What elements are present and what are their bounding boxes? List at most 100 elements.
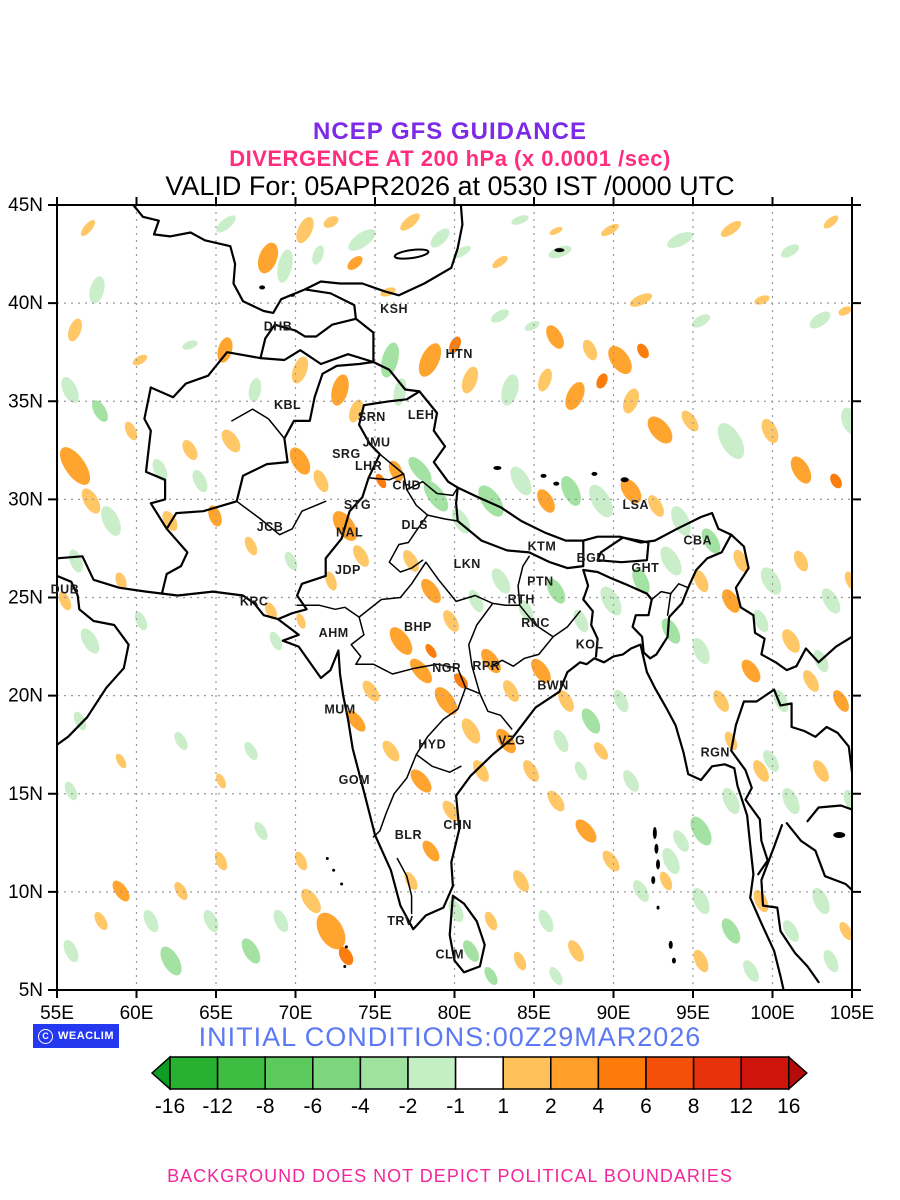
lake-outline [393,248,430,260]
station-label: SRG [332,447,361,461]
divergence-shade-blob [602,850,620,872]
divergence-shade-blob [760,567,782,595]
divergence-shade-blob [833,690,849,712]
boundaries-disclaimer: BACKGROUND DOES NOT DEPICT POLITICAL BOU… [167,1166,733,1186]
divergence-shade-blob [753,889,769,913]
colorbar-tick-label: -8 [256,1095,275,1118]
divergence-shade-blob [73,711,87,731]
lake-mark [620,477,629,483]
divergence-shade-blob [491,568,511,594]
divergence-shade-blob [511,215,529,225]
lon-axis-label: 80E [438,1003,472,1024]
divergence-shade-blob [101,506,121,536]
axis-labels-layer: 55E 60E 65E 70E 75E 80E 85E 90E 95E 100E 105E 5N 10N… [8,195,874,1024]
divergence-shade-blob [115,753,127,769]
country-boundary [448,894,486,974]
lon-axis-label: 100E [750,1003,794,1024]
weaclim-logo: C WEACLIM [33,1024,119,1048]
divergence-shade-blob [632,567,650,595]
station-label: RPR [472,659,500,673]
divergence-shade-blob [418,343,442,377]
colorbar-segment [502,1056,552,1090]
state-boundary [358,561,521,618]
divergence-shade-blob [124,421,138,441]
divergence-shade-blob [68,318,82,342]
lon-axis-label: 85E [517,1003,551,1024]
divergence-shade-blob [510,466,532,496]
divergence-shade-blob [538,909,554,933]
island-mark [340,882,344,886]
divergence-shade-blob [549,226,563,236]
state-boundary [415,753,462,773]
country-boundary [730,688,776,876]
colorbar-segment [216,1056,266,1090]
lake-mark [289,293,295,297]
station-label: BHP [404,620,432,634]
divergence-shade-blob [349,399,363,423]
divergence-shade-blob [496,728,516,754]
divergence-shade-blob [629,293,653,307]
divergence-shade-blob [160,946,182,976]
divergence-shade-blob [783,920,799,942]
divergence-shade-blob [546,325,564,349]
country-boundary [582,568,599,658]
lon-axis-label: 75E [358,1003,392,1024]
divergence-shade-blob [761,418,779,444]
state-boundary [388,488,429,573]
country-boundary [785,822,852,892]
divergence-shade-blob [94,911,108,931]
station-label: CHN [443,818,472,832]
island-mark [344,945,348,949]
divergence-shade-blob [325,571,337,591]
divergence-shade-blob [257,242,279,274]
divergence-shade-blob [620,478,642,504]
divergence-shade-blob [754,295,770,305]
divergence-shade-blob [241,938,261,964]
divergence-shade-blob [692,637,710,665]
divergence-shade-blob [693,949,709,973]
station-label: KBL [274,398,301,412]
station-label: LEH [408,408,435,422]
grid-layer [57,205,852,990]
colorbar-tick-label: 1 [497,1095,509,1118]
state-boundary [231,408,286,440]
divergence-shade-blob [316,912,346,950]
divergence-shade-blob [61,376,79,404]
divergence-shade-blob [248,378,262,402]
divergence-shade-blob [473,760,489,782]
divergence-shade-blob [623,770,639,792]
colorbar-segment [597,1056,647,1090]
page-title: NCEP GFS GUIDANCE [313,118,587,145]
station-label: JCB [257,520,284,534]
divergence-shade-blob [681,410,699,432]
lake-mark [591,471,598,476]
lon-axis-label: 70E [279,1003,313,1024]
colorbar-segment [740,1056,790,1090]
colorbar-tick-label: 16 [777,1095,800,1118]
divergence-shade-blob [348,229,376,251]
country-boundary [596,536,650,564]
divergence-shade-blob [809,311,831,329]
divergence-shade-blob [277,249,293,283]
station-label: DHB [264,320,293,334]
station-label: NAL [336,526,363,540]
divergence-shade-blob [717,422,745,460]
divergence-shade-blob [693,569,709,593]
divergence-shade-blob [647,416,673,444]
island-mark [671,957,676,964]
divergence-shade-blob [69,549,83,573]
divergence-shade-blob [296,613,306,629]
divergence-shade-blob [648,495,664,517]
divergence-shade-blob [244,741,258,761]
colorbar-segment [550,1056,600,1090]
island-mark [656,905,660,910]
divergence-shade-blob [294,851,308,871]
divergence-shade-blob [661,618,681,644]
divergence-shade-blob [793,550,809,572]
divergence-shade-blob [821,588,841,614]
divergence-shade-blob [538,368,552,392]
divergence-shade-blob [547,790,565,812]
divergence-shade-blob [134,611,148,631]
country-boundary [57,574,130,746]
